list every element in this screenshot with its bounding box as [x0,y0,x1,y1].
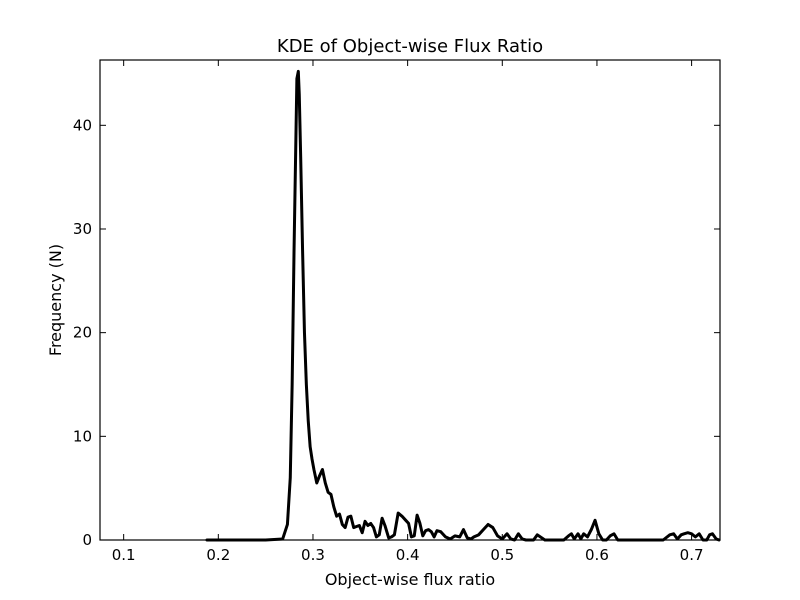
y-tick-label: 10 [73,427,92,445]
x-axis-label: Object-wise flux ratio [325,570,495,589]
x-tick-label: 0.5 [490,546,514,564]
chart-title: KDE of Object-wise Flux Ratio [277,36,543,57]
y-tick-label: 0 [82,531,92,549]
x-tick-label: 0.4 [396,546,420,564]
y-tick-label: 40 [73,116,92,134]
x-tick-label: 0.3 [301,546,325,564]
y-tick-label: 30 [73,220,92,238]
y-axis-label: Frequency (N) [46,244,65,356]
y-tick-label: 20 [73,324,92,342]
kde-series-line [205,69,721,542]
x-tick-label: 0.1 [112,546,136,564]
tick-layer: 0.1 0.2 0.3 0.4 0.5 0.6 0.7 0 10 20 30 40 [73,60,720,564]
plot-frame [99,59,721,541]
x-tick-label: 0.6 [585,546,609,564]
plot-area [205,69,721,542]
x-tick-label: 0.7 [680,546,704,564]
x-tick-label: 0.2 [206,546,230,564]
